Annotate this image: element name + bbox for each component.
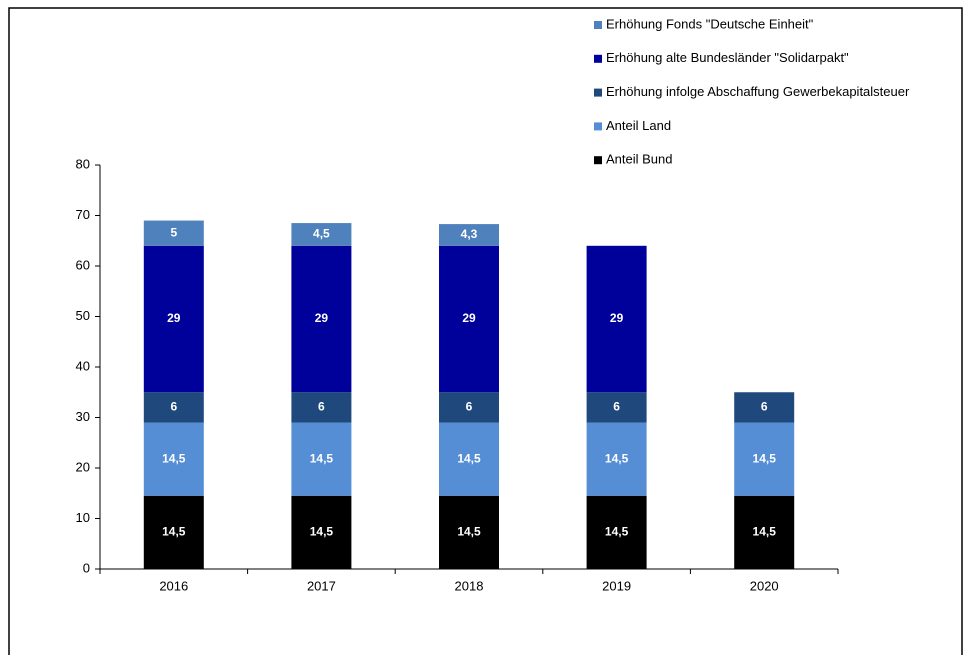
legend-label: Erhöhung Fonds "Deutsche Einheit" xyxy=(606,16,814,31)
bar-segment xyxy=(291,422,352,496)
bar-segment xyxy=(143,392,204,423)
value-label: 14,5 xyxy=(310,525,334,539)
value-label: 5 xyxy=(170,225,177,239)
frame xyxy=(8,7,963,660)
y-tick-label: 30 xyxy=(76,409,90,424)
bar-segment xyxy=(734,422,795,496)
legend-swatch xyxy=(594,122,602,131)
legend-label: Erhöhung infolge Abschaffung Gewerbekapi… xyxy=(606,84,910,99)
bar-segment xyxy=(734,495,795,569)
value-label: 29 xyxy=(610,311,624,325)
bar-segment xyxy=(734,392,795,423)
value-label: 14,5 xyxy=(457,525,481,539)
value-label: 29 xyxy=(167,311,181,325)
y-tick-label: 20 xyxy=(76,459,90,474)
value-label: 6 xyxy=(170,400,177,414)
bar-segment xyxy=(143,495,204,569)
y-tick-label: 50 xyxy=(76,308,90,323)
bar-segment xyxy=(291,245,352,393)
value-label: 14,5 xyxy=(753,525,777,539)
x-tick-label: 2016 xyxy=(159,578,188,593)
bar-segment xyxy=(291,223,352,246)
bar-segment xyxy=(586,495,647,569)
legend-swatch xyxy=(594,54,602,63)
value-label: 6 xyxy=(613,400,620,414)
legend-label: Anteil Bund xyxy=(606,152,673,167)
y-tick-label: 10 xyxy=(76,510,90,525)
y-tick-label: 70 xyxy=(76,207,90,222)
value-label: 4,5 xyxy=(313,227,330,241)
bar-segment xyxy=(439,392,499,423)
legend-label: Erhöhung alte Bundesländer "Solidarpakt" xyxy=(606,50,849,65)
y-tick-label: 0 xyxy=(83,560,90,575)
value-label: 29 xyxy=(315,311,329,325)
bar-segment xyxy=(439,245,499,393)
value-label: 14,5 xyxy=(162,451,186,465)
y-tick-label: 80 xyxy=(76,156,90,171)
value-label: 4,3 xyxy=(461,227,478,241)
bar-segment xyxy=(439,495,499,569)
bar-segment xyxy=(439,422,499,496)
value-label: 14,5 xyxy=(753,451,777,465)
value-label: 14,5 xyxy=(605,525,629,539)
x-tick-label: 2019 xyxy=(602,578,631,593)
value-label: 14,5 xyxy=(605,451,629,465)
value-label: 6 xyxy=(761,400,768,414)
legend-swatch xyxy=(594,88,602,97)
value-label: 14,5 xyxy=(310,451,334,465)
value-label: 29 xyxy=(462,311,476,325)
x-tick-label: 2020 xyxy=(750,578,779,593)
bar-segment xyxy=(291,495,352,569)
legend-swatch xyxy=(594,21,602,29)
value-label: 14,5 xyxy=(162,525,186,539)
bar-segment xyxy=(143,245,204,393)
legend-label: Anteil Land xyxy=(606,118,671,133)
bar-segment xyxy=(143,422,204,496)
y-tick-label: 40 xyxy=(76,358,90,373)
value-label: 14,5 xyxy=(457,451,481,465)
legend-swatch xyxy=(594,156,602,165)
bar-segment xyxy=(586,245,647,393)
x-tick-label: 2018 xyxy=(455,578,484,593)
bar-segment xyxy=(291,392,352,423)
bar-segment xyxy=(439,224,499,246)
bar-segment xyxy=(586,422,647,496)
x-tick-label: 2017 xyxy=(307,578,336,593)
y-tick-label: 60 xyxy=(76,257,90,272)
bar-segment xyxy=(586,392,647,423)
value-label: 6 xyxy=(318,400,325,414)
bar-segment xyxy=(143,220,204,246)
value-label: 6 xyxy=(466,400,473,414)
